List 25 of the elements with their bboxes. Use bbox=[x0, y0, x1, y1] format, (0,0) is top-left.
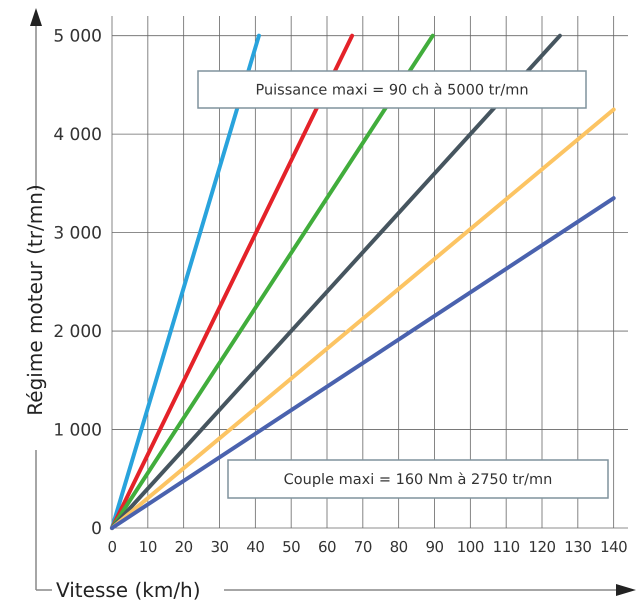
y-tick-label: 3 000 bbox=[53, 224, 102, 244]
x-tick-label: 120 bbox=[528, 538, 556, 556]
x-tick-label: 0 bbox=[107, 538, 117, 556]
x-tick-label: 40 bbox=[246, 538, 264, 556]
y-tick-label: 2 000 bbox=[53, 322, 102, 342]
x-tick-label: 70 bbox=[354, 538, 372, 556]
x-tick-label: 80 bbox=[390, 538, 408, 556]
x-tick-label: 30 bbox=[210, 538, 229, 556]
y-tick-label: 0 bbox=[91, 519, 102, 539]
x-tick-label: 110 bbox=[492, 538, 520, 556]
annotation: Puissance maxi = 90 ch à 5000 tr/mn bbox=[255, 82, 529, 98]
x-tick-label: 130 bbox=[564, 538, 592, 556]
x-axis-title: Vitesse (km/h) bbox=[56, 578, 201, 602]
y-tick-label: 1 000 bbox=[53, 420, 102, 441]
x-tick-label: 100 bbox=[456, 538, 484, 556]
annotation: Couple maxi = 160 Nm à 2750 tr/mn bbox=[284, 472, 552, 488]
x-tick-label: 20 bbox=[174, 538, 193, 556]
x-tick-label: 60 bbox=[318, 538, 336, 556]
x-tick-label: 10 bbox=[138, 538, 157, 556]
y-tick-label: 4 000 bbox=[53, 125, 102, 146]
y-axis-title: Régime moteur (tr/mn) bbox=[23, 184, 47, 416]
x-tick-label: 90 bbox=[425, 538, 444, 556]
x-tick-label: 140 bbox=[600, 538, 628, 556]
x-tick-label: 50 bbox=[282, 538, 300, 556]
y-tick-label: 5 000 bbox=[53, 26, 102, 47]
